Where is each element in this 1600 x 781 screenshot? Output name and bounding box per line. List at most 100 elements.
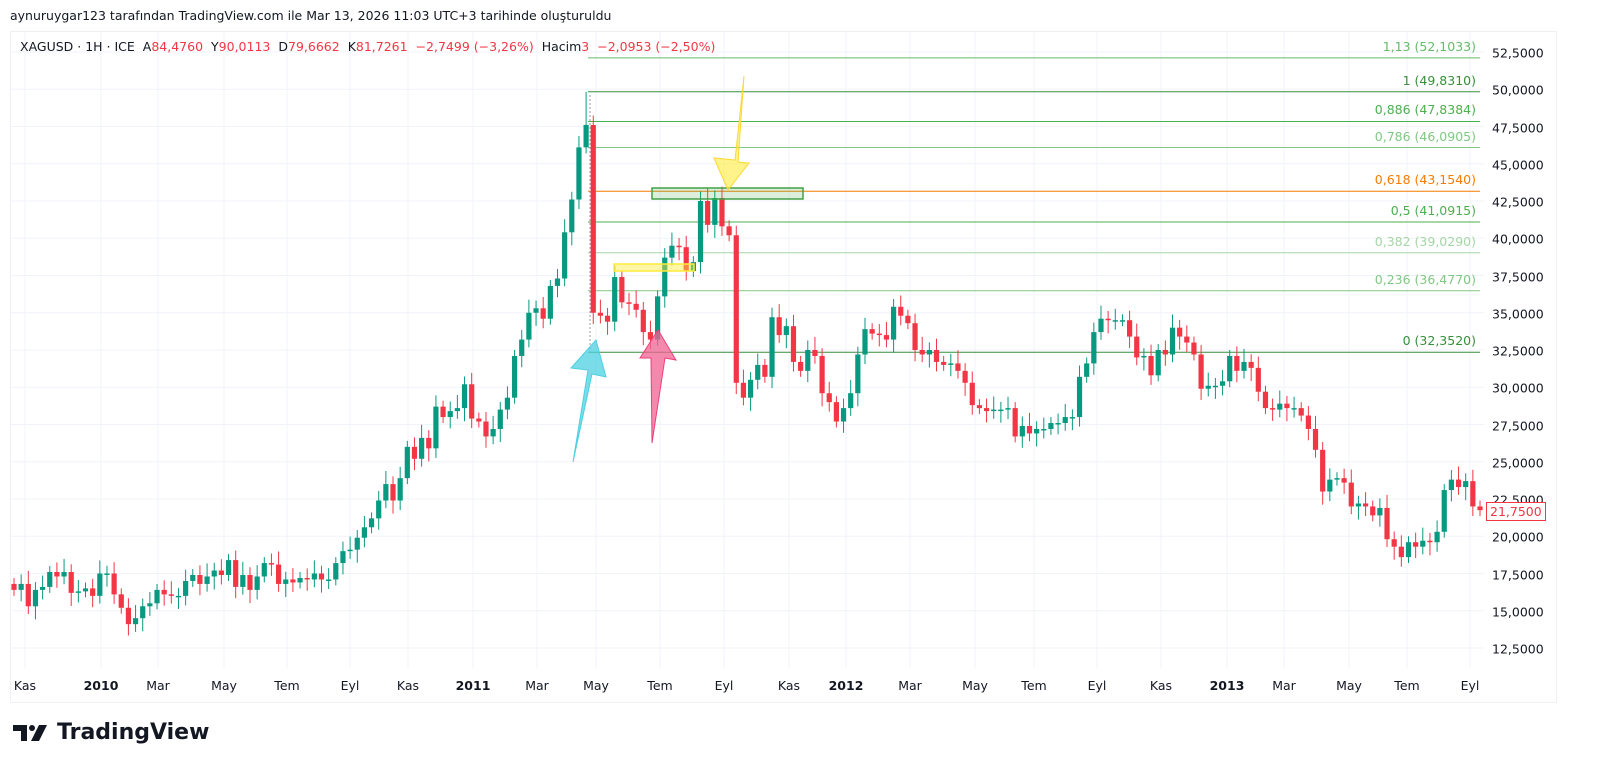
candle — [826, 381, 832, 412]
candle-body — [840, 408, 847, 422]
candle — [1141, 348, 1147, 371]
candle-body — [526, 312, 532, 340]
candle-body — [1355, 503, 1362, 507]
candle-body — [1420, 540, 1426, 547]
candle-body — [726, 226, 732, 236]
candle-body — [204, 576, 210, 584]
candle-body — [955, 363, 961, 371]
candle-body — [290, 579, 296, 583]
candle — [805, 340, 811, 383]
candle-body — [941, 361, 947, 365]
fib-level-label: 0,618 (43,1540) — [1374, 172, 1476, 188]
cyan-up-arrow[interactable] — [569, 338, 607, 463]
symbol-info[interactable]: XAGUSD · 1H · ICE — [20, 39, 135, 54]
candle-body — [1012, 408, 1018, 437]
candle-body — [490, 428, 496, 437]
candle-body — [905, 315, 911, 324]
candle — [61, 558, 67, 585]
candle-body — [669, 245, 675, 258]
candle — [1334, 472, 1340, 486]
candle-body — [597, 312, 603, 316]
y-tick-label: 20,0000 — [1492, 529, 1544, 545]
candle-body — [104, 573, 110, 575]
candle-body — [1248, 361, 1254, 368]
candle-body — [97, 573, 103, 596]
candle-body — [283, 579, 289, 584]
candle — [383, 470, 389, 509]
candle-body — [18, 583, 24, 590]
candle-body — [326, 579, 332, 581]
candle-body — [676, 245, 682, 248]
candle — [1262, 385, 1269, 415]
candle-body — [533, 308, 539, 313]
candle-body — [75, 591, 81, 593]
candle-body — [805, 350, 811, 371]
candle-body — [11, 583, 17, 590]
yellow-zone-rectangle[interactable] — [613, 263, 695, 272]
candle — [1427, 532, 1433, 556]
candle — [454, 394, 460, 419]
candle-body — [376, 500, 382, 519]
candle-body — [590, 125, 596, 313]
candle — [326, 568, 332, 589]
candle — [132, 605, 139, 632]
candle — [1198, 344, 1204, 401]
candle — [283, 571, 289, 598]
x-tick-label: 2011 — [455, 678, 491, 693]
tradingview-logo[interactable]: TradingView — [13, 720, 209, 745]
candle-body — [311, 573, 317, 580]
candle — [18, 574, 24, 602]
candle-body — [769, 317, 775, 377]
y-tick-label: 25,0000 — [1492, 455, 1544, 471]
low-label: D — [278, 39, 288, 54]
high-value: 90,0113 — [218, 39, 271, 54]
candle — [447, 401, 453, 429]
candle-body — [1005, 408, 1011, 410]
candle — [812, 336, 818, 364]
candle-body — [1155, 350, 1161, 376]
candle-body — [440, 406, 446, 418]
x-tick-label: Mar — [146, 678, 170, 693]
candle-body — [397, 478, 403, 501]
candle — [955, 350, 961, 379]
candle-body — [1391, 539, 1397, 547]
x-tick-label: Kas — [1149, 678, 1173, 693]
candle — [1112, 308, 1118, 330]
candle — [161, 580, 167, 606]
candle — [983, 398, 990, 423]
candle-body — [275, 564, 282, 584]
close-label: K — [347, 39, 356, 54]
candle — [368, 512, 375, 534]
candle-body — [361, 527, 368, 538]
candle-body — [933, 350, 940, 362]
candle-body — [347, 549, 353, 552]
candle — [855, 346, 861, 407]
candle-body — [812, 350, 818, 356]
candle — [926, 342, 932, 368]
candle — [218, 559, 224, 585]
candle-body — [368, 518, 375, 528]
fib-level-label: 1,13 (52,1033) — [1382, 38, 1476, 54]
candle-body — [1205, 385, 1211, 389]
candle — [1291, 396, 1297, 418]
fib-level-label: 0 (32,3520) — [1402, 333, 1476, 349]
candle-body — [604, 315, 611, 322]
pink-up-arrow[interactable] — [639, 329, 677, 444]
volume-label: Hacim — [541, 39, 582, 54]
grid — [11, 32, 1484, 668]
candle-body — [554, 278, 561, 286]
fib-level-label: 0,886 (47,8384) — [1374, 102, 1476, 118]
candle — [419, 424, 425, 467]
candle — [1126, 310, 1133, 348]
candle-body — [390, 484, 396, 501]
candle — [919, 336, 925, 363]
candle — [147, 591, 153, 616]
candle-body — [383, 484, 389, 501]
x-tick-label: Eyl — [1460, 678, 1480, 693]
candle-body — [190, 574, 196, 581]
yellow-down-arrow[interactable] — [713, 75, 750, 191]
candle-body — [175, 595, 182, 598]
candle — [254, 565, 260, 600]
candle-body — [197, 574, 203, 584]
